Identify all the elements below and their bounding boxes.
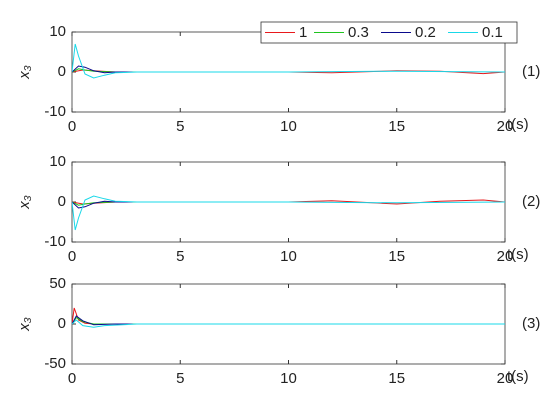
y-tick-label: 50 [49, 275, 66, 292]
x-axis-label: t(s) [507, 116, 529, 133]
x-tick-label: 15 [388, 118, 405, 135]
series-line [72, 43, 505, 79]
y-axis-label: x₃ [16, 195, 33, 210]
x-tick-label: 10 [280, 118, 297, 135]
annotation: (1) [522, 63, 540, 80]
x-tick-label: 5 [176, 248, 184, 265]
y-tick-label: 10 [49, 23, 66, 40]
x-tick-label: 10 [280, 248, 297, 265]
y-axis-label: x₃ [16, 65, 33, 80]
series-line [72, 307, 505, 325]
x-tick-label: 5 [176, 370, 184, 387]
x-tick-label: 0 [68, 370, 76, 387]
x-axis-label: t(s) [507, 368, 529, 385]
x-tick-label: 20 [497, 118, 514, 135]
series-line [72, 319, 505, 328]
annotation: (3) [522, 315, 540, 332]
x-tick-label: 20 [497, 370, 514, 387]
annotation: (2) [522, 193, 540, 210]
y-axis-label: x₃ [16, 317, 33, 332]
y-tick-label: 0 [58, 193, 66, 210]
x-axis-label: t(s) [507, 246, 529, 263]
y-tick-label: -50 [44, 355, 66, 372]
y-tick-label: 10 [49, 153, 66, 170]
x-tick-label: 5 [176, 118, 184, 135]
y-tick-label: -10 [44, 233, 66, 250]
series-line [72, 315, 133, 326]
y-tick-label: -10 [44, 103, 66, 120]
x-tick-label: 0 [68, 118, 76, 135]
x-tick-label: 0 [68, 248, 76, 265]
x-tick-label: 10 [280, 370, 297, 387]
x-tick-label: 15 [388, 248, 405, 265]
series-line [72, 195, 505, 231]
legend-label: 0.3 [348, 24, 369, 41]
series-line [72, 65, 133, 74]
legend-label: 0.2 [415, 24, 436, 41]
legend-label: 1 [299, 24, 307, 41]
x-tick-label: 15 [388, 370, 405, 387]
y-tick-label: 0 [58, 63, 66, 80]
x-tick-label: 20 [497, 248, 514, 265]
series-line [72, 200, 133, 209]
legend-label: 0.1 [482, 24, 503, 41]
y-tick-label: 0 [58, 315, 66, 332]
